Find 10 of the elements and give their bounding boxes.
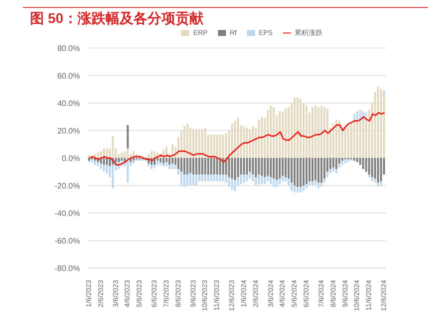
- y-tick-label: 0.0%: [62, 154, 80, 163]
- y-tick-label: -60.0%: [54, 236, 80, 246]
- y-tick-label: -20.0%: [54, 181, 80, 190]
- y-tick-label: 40.0%: [57, 98, 80, 108]
- y-tick-label: 20.0%: [57, 126, 80, 136]
- y-tick-label: -80.0%: [54, 264, 80, 273]
- y-tick-label: 80.0%: [57, 44, 80, 53]
- y-tick-label: 60.0%: [57, 71, 80, 80]
- y-tick-label: -40.0%: [54, 208, 80, 218]
- chart-title: 图 50：涨跌幅及各分项贡献: [29, 9, 204, 28]
